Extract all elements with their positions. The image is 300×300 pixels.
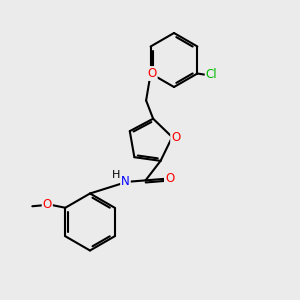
Text: O: O — [43, 198, 52, 211]
Text: O: O — [148, 67, 157, 80]
Text: Cl: Cl — [206, 68, 217, 82]
Text: O: O — [171, 130, 180, 144]
Text: O: O — [165, 172, 174, 185]
Text: N: N — [121, 176, 130, 188]
Text: H: H — [112, 170, 121, 180]
